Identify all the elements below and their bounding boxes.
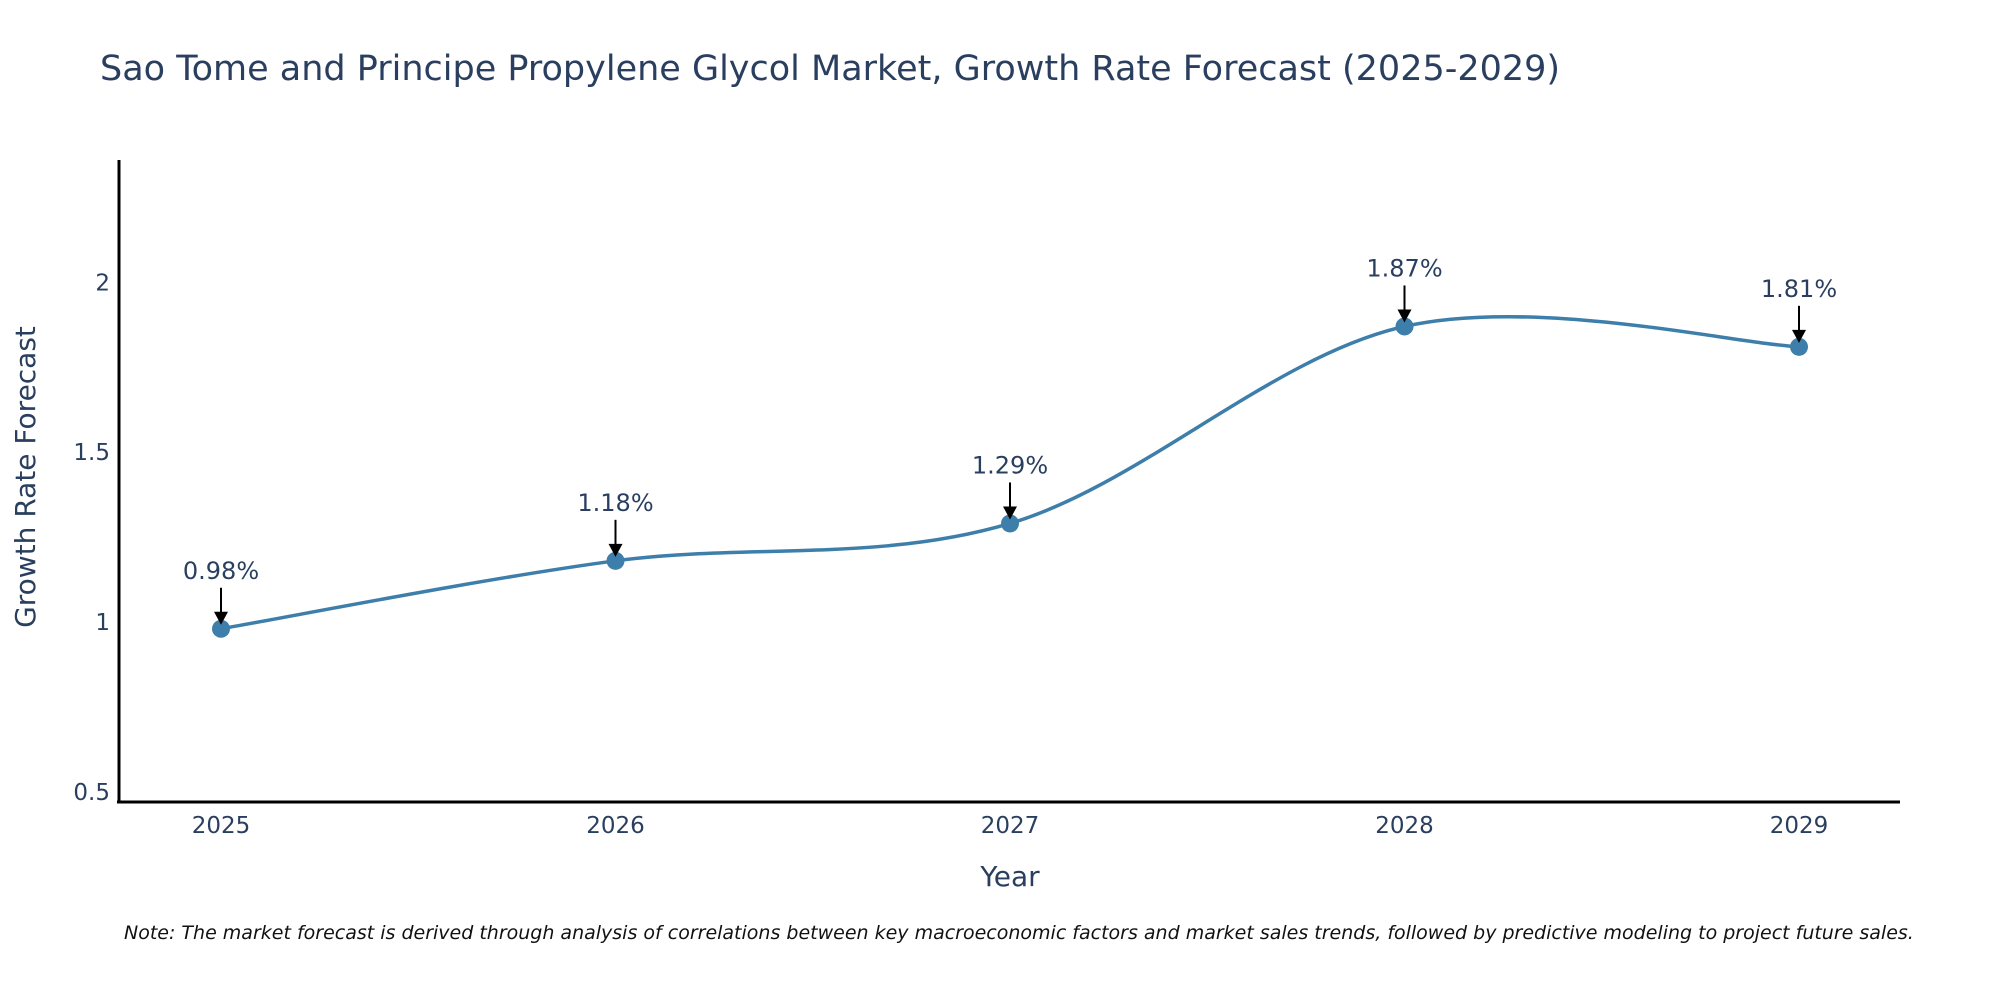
data-point	[606, 551, 625, 570]
x-tick-label: 2025	[192, 813, 251, 839]
x-tick-label: 2026	[586, 813, 645, 839]
data-label: 0.98%	[183, 557, 259, 585]
axes	[117, 160, 1900, 804]
y-tick-label: 0.5	[73, 780, 110, 806]
data-point	[1395, 317, 1414, 336]
x-tick-labels: 2025 2026 2027 2028 2029	[192, 813, 1829, 839]
x-axis-title: Year	[979, 860, 1040, 893]
data-annotations: 0.98% 1.18% 1.29% 1.87% 1.81%	[183, 254, 1837, 625]
x-tick-label: 2028	[1375, 813, 1434, 839]
data-label: 1.29%	[972, 451, 1048, 479]
x-tick-label: 2029	[1770, 813, 1829, 839]
y-tick-label: 2	[95, 270, 110, 296]
y-tick-label: 1	[95, 610, 110, 636]
x-tick-label: 2027	[981, 813, 1040, 839]
data-label: 1.81%	[1761, 275, 1837, 303]
annotation-arrow-head	[608, 543, 623, 557]
data-label: 1.87%	[1366, 254, 1442, 282]
data-label: 1.18%	[577, 489, 653, 517]
annotation-arrow-head	[1397, 309, 1412, 323]
data-point	[212, 619, 230, 638]
data-markers	[212, 317, 1808, 638]
footnote: Note: The market forecast is derived thr…	[124, 922, 1914, 944]
y-tick-label: 1.5	[73, 440, 110, 466]
annotation-arrow-head	[214, 611, 228, 625]
data-point	[1001, 514, 1019, 533]
y-tick-labels: 0.5 1 1.5 2	[73, 270, 110, 806]
data-point	[1790, 337, 1808, 356]
annotation-arrow-head	[1003, 506, 1017, 520]
y-axis-title: Growth Rate Forecast	[9, 326, 42, 628]
annotation-arrow-head	[1792, 329, 1806, 343]
chart-title: Sao Tome and Principe Propylene Glycol M…	[100, 49, 1560, 89]
